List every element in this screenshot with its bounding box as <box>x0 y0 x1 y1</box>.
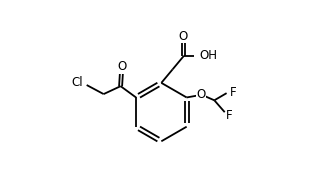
Text: O: O <box>179 30 188 43</box>
Text: F: F <box>226 109 233 122</box>
Text: OH: OH <box>199 49 217 62</box>
Text: F: F <box>230 86 236 99</box>
Text: Cl: Cl <box>71 76 83 89</box>
Text: O: O <box>196 88 205 101</box>
Text: O: O <box>117 60 126 73</box>
